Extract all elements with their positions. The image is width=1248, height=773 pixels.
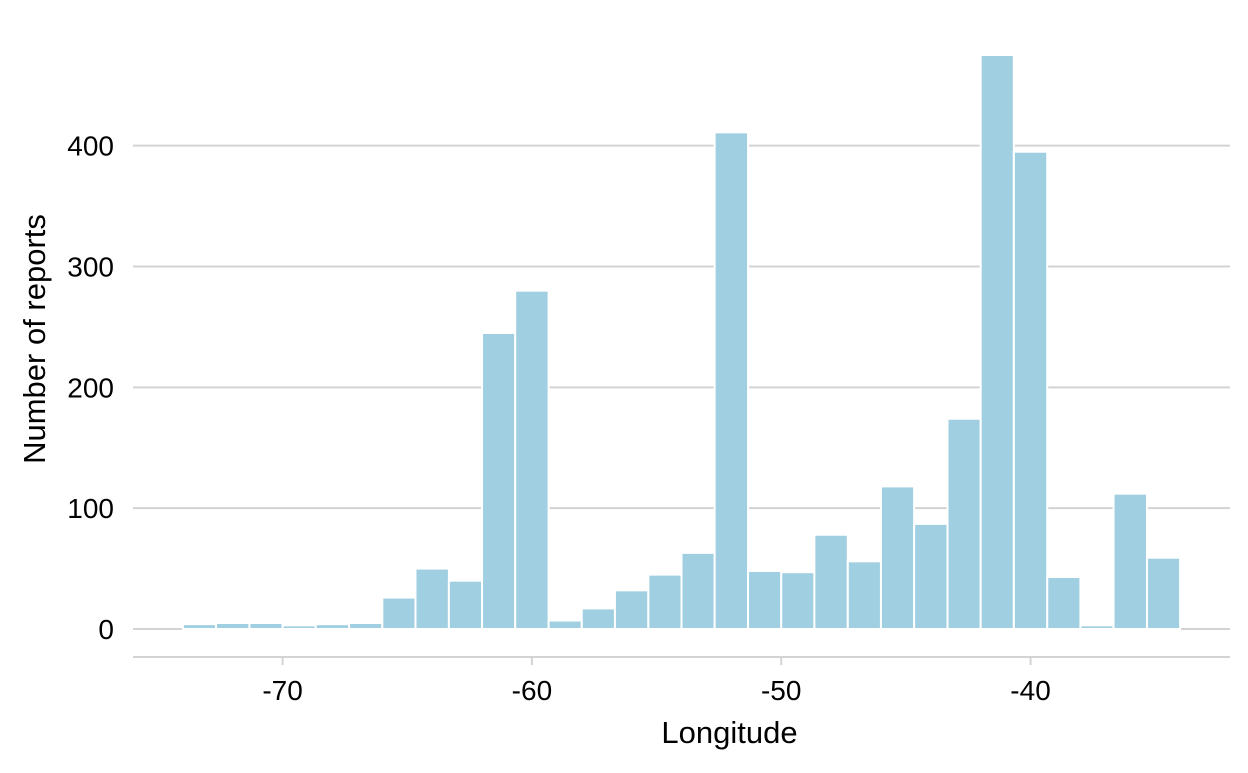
histogram-bar-29 (1112, 492, 1148, 630)
histogram-bar-15 (647, 573, 683, 630)
x-axis-ticks: -70 -60 -50 -40 (262, 657, 1051, 706)
histogram-bar-9 (447, 579, 484, 631)
histogram-bar-19 (780, 571, 816, 630)
x-axis-title: Longitude (661, 715, 797, 750)
y-tick-label-0: 0 (98, 614, 114, 645)
histogram-bar-7 (381, 596, 417, 630)
histogram-bar-27 (1046, 576, 1082, 631)
bars (181, 54, 1182, 631)
histogram-bar-3 (248, 621, 284, 630)
histogram-bar-26 (1012, 150, 1049, 630)
histogram-bar-5 (314, 623, 351, 631)
histogram-bar-17 (713, 131, 750, 630)
histogram-bar-12 (547, 619, 583, 631)
histogram-bar-18 (747, 570, 783, 630)
histogram-bar-22 (879, 485, 916, 630)
x-tick-label--50: -50 (761, 675, 801, 706)
histogram-bar-13 (580, 607, 616, 630)
histogram-bar-25 (979, 54, 1015, 630)
histogram-bar-14 (613, 589, 650, 630)
y-tick-label-400: 400 (67, 131, 114, 162)
histogram-bar-4 (281, 624, 317, 630)
x-tick-label--70: -70 (262, 675, 302, 706)
histogram-bar-23 (913, 522, 949, 630)
x-tick-label--40: -40 (1010, 675, 1050, 706)
histogram-bar-6 (348, 621, 384, 630)
histogram-bar-20 (813, 533, 849, 630)
histogram-bar-21 (846, 560, 882, 630)
y-axis-ticks: 0 100 200 300 400 (67, 131, 114, 645)
histogram-bar-11 (514, 289, 550, 630)
y-axis-title: Number of reports (17, 214, 52, 464)
y-tick-label-300: 300 (67, 252, 114, 283)
histogram-bar-16 (680, 551, 716, 630)
y-tick-label-200: 200 (67, 372, 114, 403)
y-tick-label-100: 100 (67, 493, 114, 524)
histogram-bar-30 (1145, 556, 1182, 630)
histogram-bar-2 (215, 621, 251, 630)
x-tick-label--60: -60 (512, 675, 552, 706)
histogram-bar-10 (481, 331, 517, 630)
histogram-bar-28 (1079, 624, 1115, 630)
histogram-bar-8 (414, 567, 450, 630)
histogram-bar-1 (181, 623, 218, 631)
histogram-bar-24 (946, 417, 982, 630)
